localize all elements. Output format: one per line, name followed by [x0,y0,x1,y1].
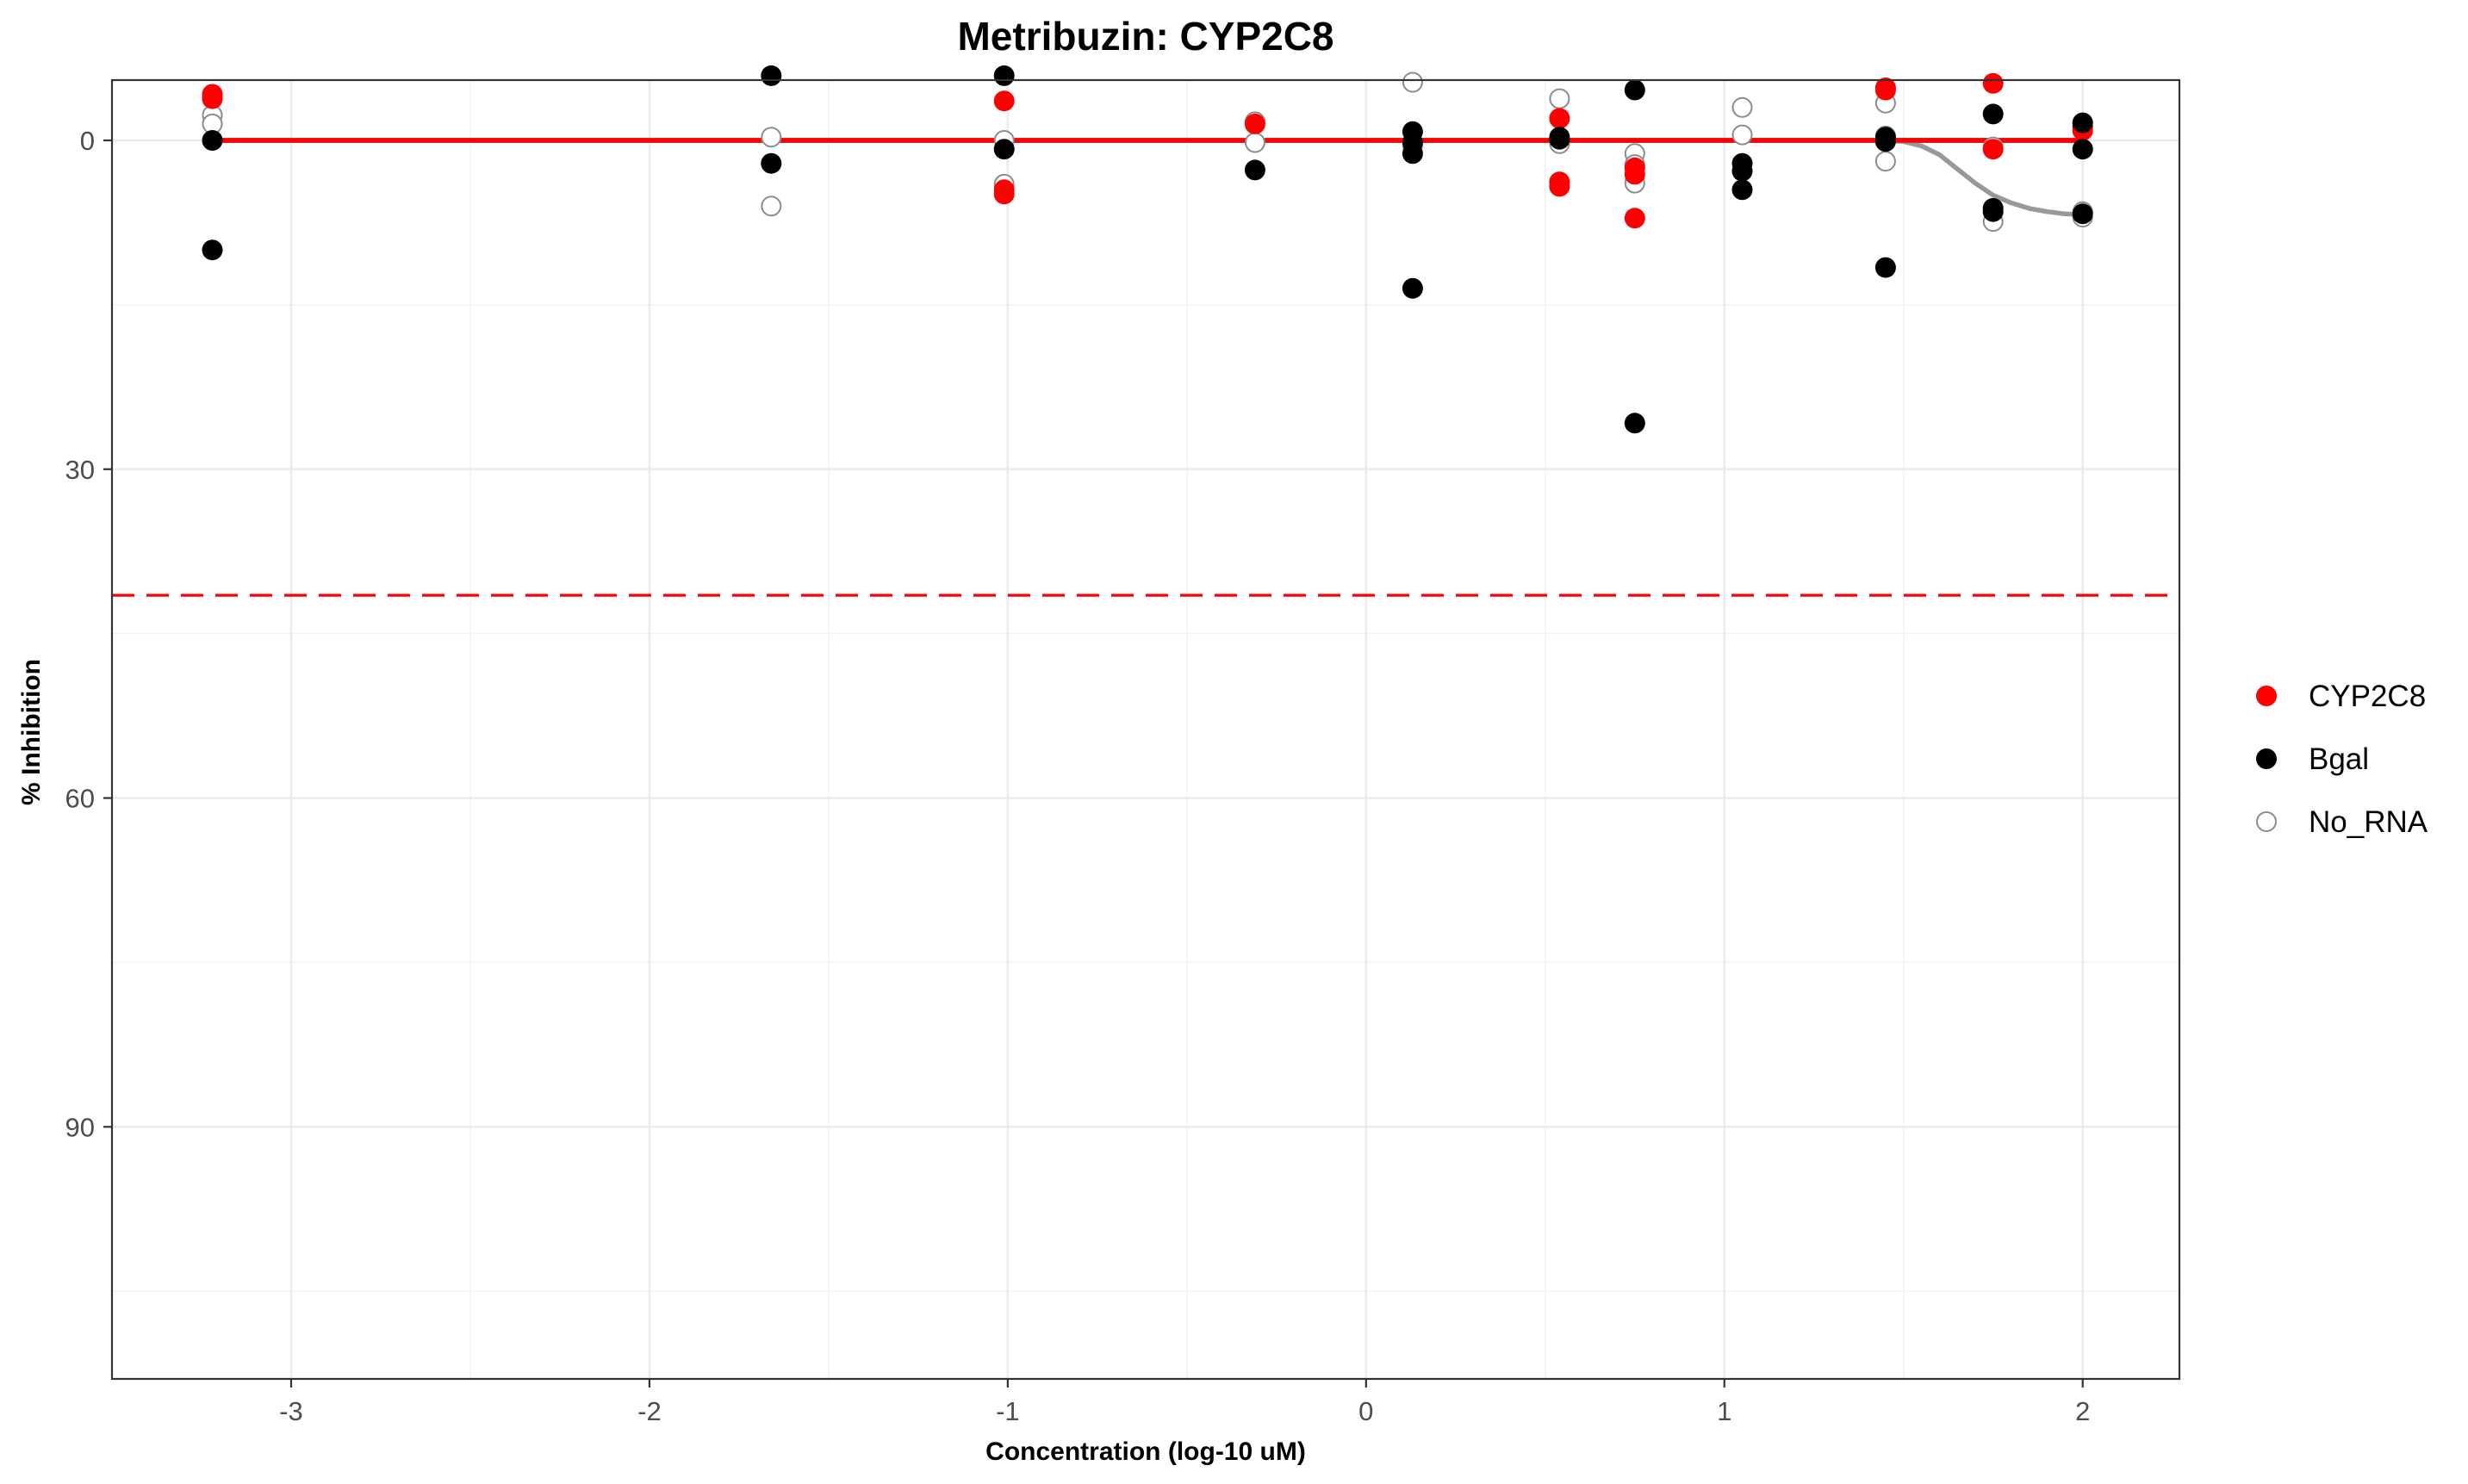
point-no-rna [1402,71,1423,93]
point-bgal [202,130,223,151]
point-bgal [2072,112,2093,133]
point-no-rna [1244,132,1265,153]
legend-key-cyp2c8 [2256,686,2277,706]
point-bgal [1874,257,1896,278]
y-tick-label: 30 [65,455,95,485]
point-cyp2c8 [1549,108,1570,129]
point-no-rna [761,127,782,148]
point-no-rna [761,196,782,217]
legend-key-no-rna [2256,811,2277,832]
x-tick-label: 0 [1358,1396,1373,1426]
legend-label-cyp2c8: CYP2C8 [2309,680,2426,713]
x-axis-title: Concentration (log-10 uM) [985,1437,1306,1466]
grid [112,80,2179,1379]
point-bgal [1624,413,1645,434]
point-bgal [1731,179,1753,201]
data-points [202,65,2093,434]
point-bgal [2072,139,2093,160]
chart-title: Metribuzin: CYP2C8 [957,14,1333,59]
point-cyp2c8 [1624,164,1645,185]
legend-label-no-rna: No_RNA [2309,805,2428,839]
point-bgal [993,65,1015,86]
point-bgal [202,239,223,261]
x-tick-label: 1 [1717,1396,1731,1426]
x-tick-label: 2 [2075,1396,2090,1426]
point-bgal [1402,143,1423,165]
y-axis-title: % Inhibition [17,659,46,805]
legend-label-bgal: Bgal [2309,742,2369,776]
point-bgal [993,139,1015,160]
point-cyp2c8 [1982,139,2004,160]
point-cyp2c8 [1624,208,1645,229]
point-bgal [1731,160,1753,182]
point-cyp2c8 [1549,176,1570,197]
point-bgal [761,152,782,174]
point-no-rna [1549,88,1570,109]
point-no-rna [1874,151,1896,172]
point-cyp2c8 [993,183,1015,205]
x-tick-label: -1 [996,1396,1020,1426]
point-bgal [1874,131,1896,152]
y-tick-label: 0 [80,126,95,156]
legend-key-bgal [2256,748,2277,769]
point-cyp2c8 [202,88,223,109]
y-tick-label: 90 [65,1112,95,1142]
point-bgal [1982,103,2004,125]
point-bgal [2072,203,2093,225]
point-no-rna [1731,124,1753,146]
y-tick-label: 60 [65,784,95,814]
legend: CYP2C8 Bgal No_RNA [2256,680,2428,839]
fit-curves [209,138,2086,218]
point-bgal [761,65,782,86]
point-bgal [1244,159,1265,181]
point-bgal [1549,128,1570,150]
point-bgal [1982,201,2004,222]
point-cyp2c8 [1874,79,1896,101]
point-cyp2c8 [1244,113,1265,134]
x-tick-label: -2 [637,1396,662,1426]
axis-ticks: -3 -2 -1 0 1 2 0 30 60 90 [65,126,2091,1426]
point-bgal [1624,79,1645,101]
panel-border [110,78,2181,1381]
point-bgal [1402,277,1423,299]
point-cyp2c8 [993,90,1015,112]
x-tick-label: -3 [279,1396,303,1426]
point-cyp2c8 [1982,72,2004,94]
point-no-rna [1731,96,1753,118]
